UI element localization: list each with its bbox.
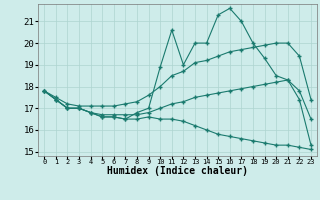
X-axis label: Humidex (Indice chaleur): Humidex (Indice chaleur) <box>107 166 248 176</box>
